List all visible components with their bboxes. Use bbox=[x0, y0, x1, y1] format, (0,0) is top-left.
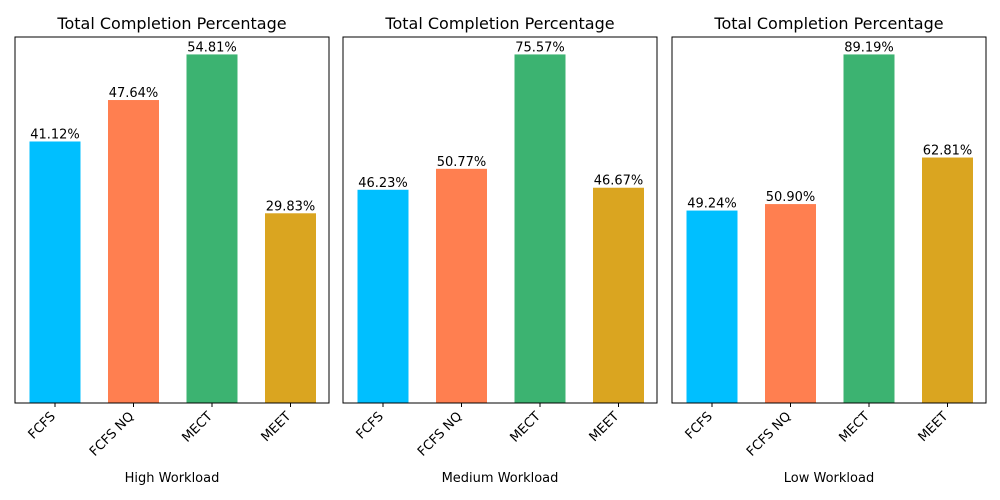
plot-frame bbox=[14, 36, 330, 404]
chart-panel-2: Total Completion Percentage 46.23% FCFS 50.… bbox=[342, 14, 658, 486]
data-label: 29.83% bbox=[266, 199, 316, 214]
bar-meet bbox=[922, 157, 973, 403]
data-label: 50.77% bbox=[437, 155, 487, 170]
bar-fcfs-nq bbox=[436, 168, 487, 403]
x-tick-label: FCFS NQ bbox=[87, 409, 137, 459]
bar-mect bbox=[843, 54, 895, 404]
x-axis-label: Low Workload bbox=[784, 471, 874, 486]
data-label: 47.64% bbox=[109, 86, 159, 101]
plot-frame bbox=[342, 36, 658, 404]
bar-meet bbox=[265, 213, 316, 403]
plot-frame bbox=[671, 36, 987, 404]
x-tick-label: FCFS NQ bbox=[415, 409, 465, 459]
chart-title: Total Completion Percentage bbox=[384, 14, 614, 33]
data-label: 50.90% bbox=[766, 190, 816, 205]
x-tick-label: FCFS bbox=[354, 409, 387, 442]
x-tick-label: MEET bbox=[916, 409, 952, 445]
bar-fcfs bbox=[686, 210, 738, 403]
data-label: 75.57% bbox=[515, 40, 565, 55]
data-label: 46.67% bbox=[594, 174, 644, 189]
data-label: 62.81% bbox=[923, 144, 973, 159]
x-tick-label: FCFS bbox=[26, 409, 59, 442]
x-tick-label: FCFS NQ bbox=[744, 409, 794, 459]
data-label: 89.19% bbox=[844, 40, 894, 55]
chart-title: Total Completion Percentage bbox=[713, 14, 943, 33]
chart-panel-1: Total Completion Percentage 41.12% FCFS 47.… bbox=[14, 14, 330, 486]
x-tick-label: MEET bbox=[587, 409, 623, 445]
x-axis-label: High Workload bbox=[125, 471, 220, 486]
bar-mect bbox=[186, 54, 238, 404]
bar-mect bbox=[514, 54, 566, 404]
data-label: 54.81% bbox=[187, 40, 237, 55]
bar-fcfs bbox=[29, 141, 81, 403]
x-tick-label: MECT bbox=[836, 409, 872, 445]
data-label: 49.24% bbox=[687, 197, 737, 212]
x-tick-label: FCFS bbox=[683, 409, 716, 442]
bar-fcfs-nq bbox=[108, 100, 159, 403]
x-tick-label: MECT bbox=[507, 409, 543, 445]
bar-meet bbox=[593, 187, 644, 403]
chart-panel-3: Total Completion Percentage 49.24% FCFS 50.… bbox=[671, 14, 987, 486]
chart-title: Total Completion Percentage bbox=[56, 14, 286, 33]
bar-fcfs-nq bbox=[765, 204, 816, 403]
x-tick-label: MEET bbox=[259, 409, 295, 445]
x-tick-label: MECT bbox=[179, 409, 215, 445]
bar-fcfs bbox=[357, 189, 409, 403]
data-label: 41.12% bbox=[30, 127, 80, 142]
data-label: 46.23% bbox=[358, 176, 408, 191]
x-axis-label: Medium Workload bbox=[442, 471, 559, 486]
